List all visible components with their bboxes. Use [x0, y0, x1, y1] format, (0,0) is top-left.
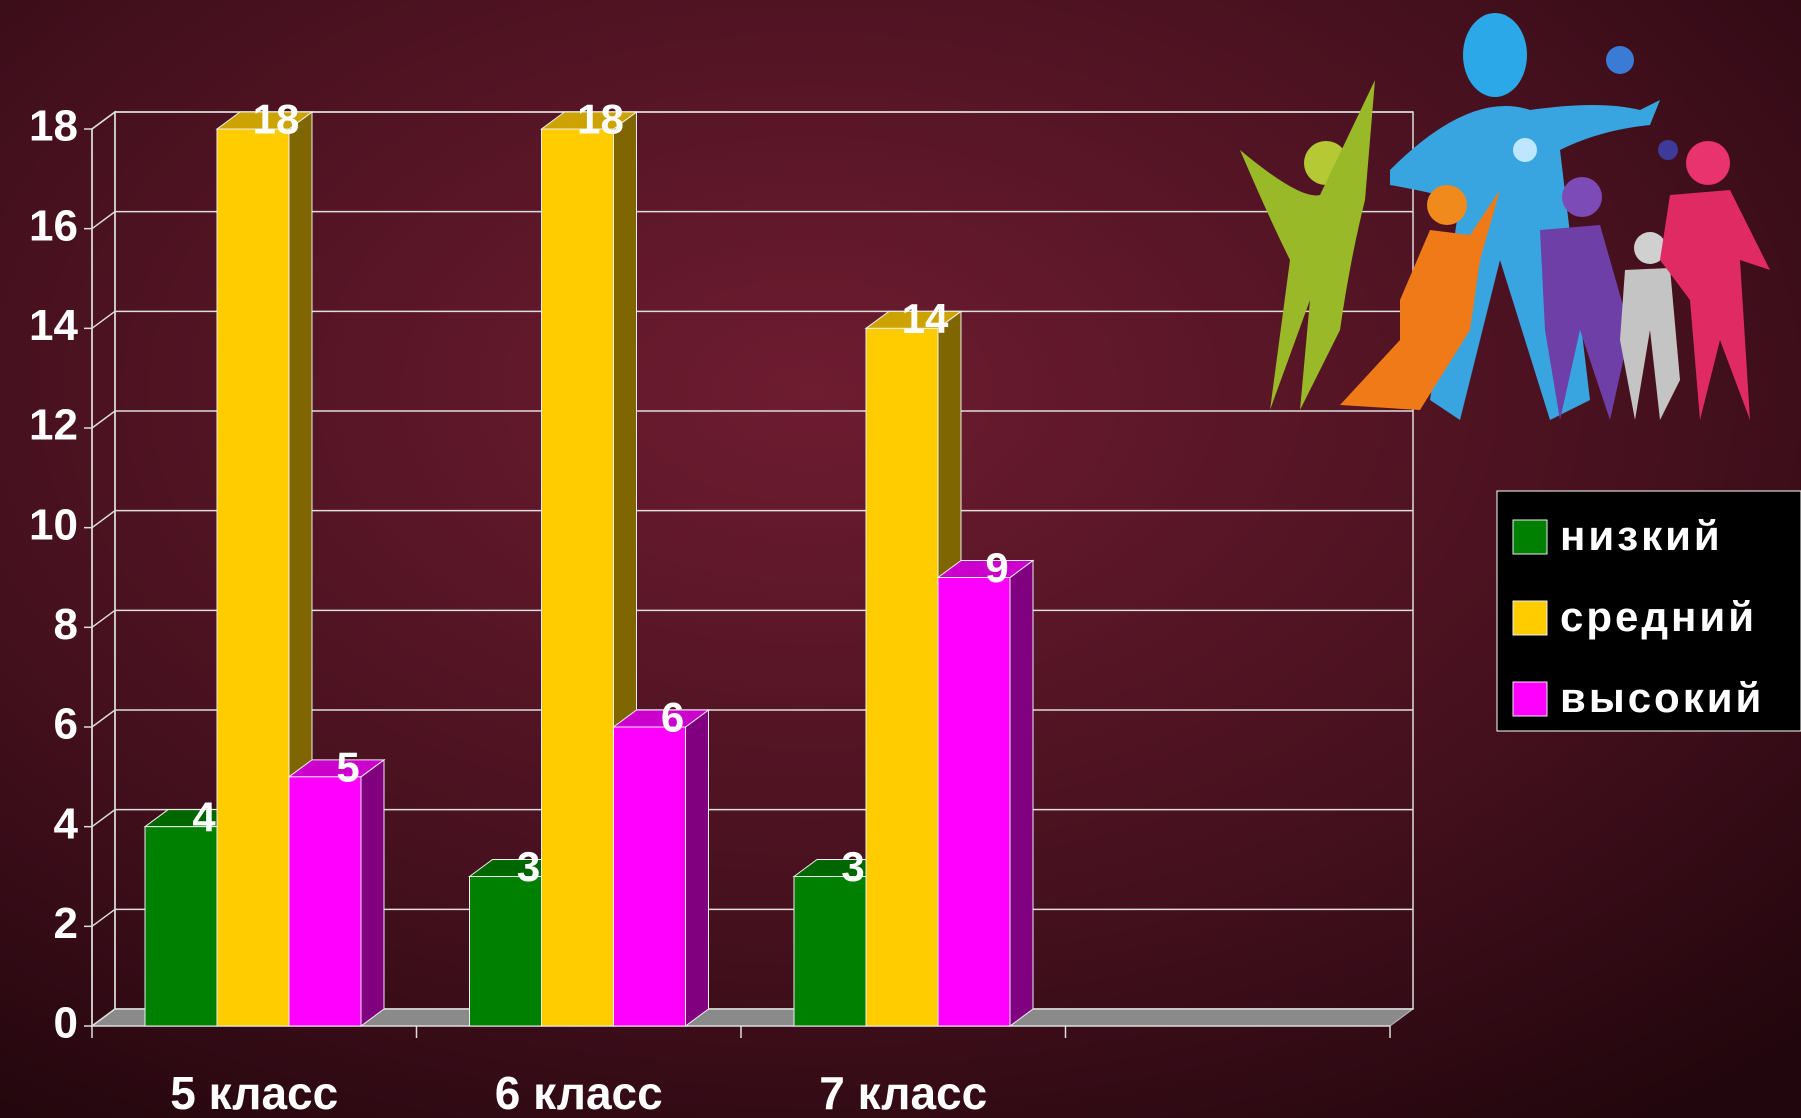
value-label: 14 — [902, 295, 949, 342]
legend-swatch — [1513, 520, 1547, 554]
bar — [542, 129, 614, 1026]
bar — [217, 129, 289, 1026]
value-label: 3 — [841, 843, 864, 890]
bar — [938, 578, 1010, 1027]
y-tick-label: 6 — [54, 700, 78, 749]
bar-side — [686, 710, 709, 1026]
x-tick-label: 5 класс — [170, 1067, 338, 1118]
bar — [289, 777, 361, 1026]
value-label: 9 — [985, 544, 1008, 591]
legend-label: низкий — [1560, 512, 1723, 559]
value-label: 18 — [253, 96, 300, 143]
legend-swatch — [1513, 682, 1547, 716]
page: 0 2 4 6 8 10 12 14 16 18 5 класс 4 18 5 6 класс 3 18 6 7 к… — [0, 0, 1801, 1118]
legend: низкий средний высокий — [1497, 491, 1801, 731]
bar-side — [1010, 561, 1033, 1027]
legend-label: средний — [1560, 593, 1757, 640]
y-tick-label: 16 — [29, 201, 78, 250]
bar — [614, 727, 686, 1026]
bar-side — [361, 760, 384, 1026]
y-tick-label: 8 — [54, 600, 78, 649]
y-tick-label: 0 — [54, 999, 78, 1048]
chart: 0 2 4 6 8 10 12 14 16 18 5 класс 4 18 5 6 класс 3 18 6 7 к… — [0, 0, 1801, 1118]
bar — [794, 877, 866, 1027]
y-tick-label: 14 — [29, 301, 78, 350]
value-label: 3 — [517, 843, 540, 890]
x-tick-label: 7 класс — [819, 1067, 987, 1118]
value-label: 4 — [192, 793, 216, 840]
value-label: 18 — [577, 96, 624, 143]
legend-swatch — [1513, 601, 1547, 635]
bar — [145, 827, 217, 1026]
y-tick-label: 2 — [54, 899, 78, 948]
y-tick-label: 4 — [54, 799, 79, 848]
y-tick-label: 10 — [29, 500, 78, 549]
value-label: 5 — [336, 743, 359, 790]
bar — [866, 328, 938, 1026]
bar — [470, 877, 542, 1027]
value-label: 6 — [661, 694, 684, 741]
x-tick-label: 6 класс — [495, 1067, 663, 1118]
y-tick-label: 12 — [29, 401, 78, 450]
legend-label: высокий — [1560, 674, 1764, 721]
y-tick-label: 18 — [29, 102, 78, 151]
